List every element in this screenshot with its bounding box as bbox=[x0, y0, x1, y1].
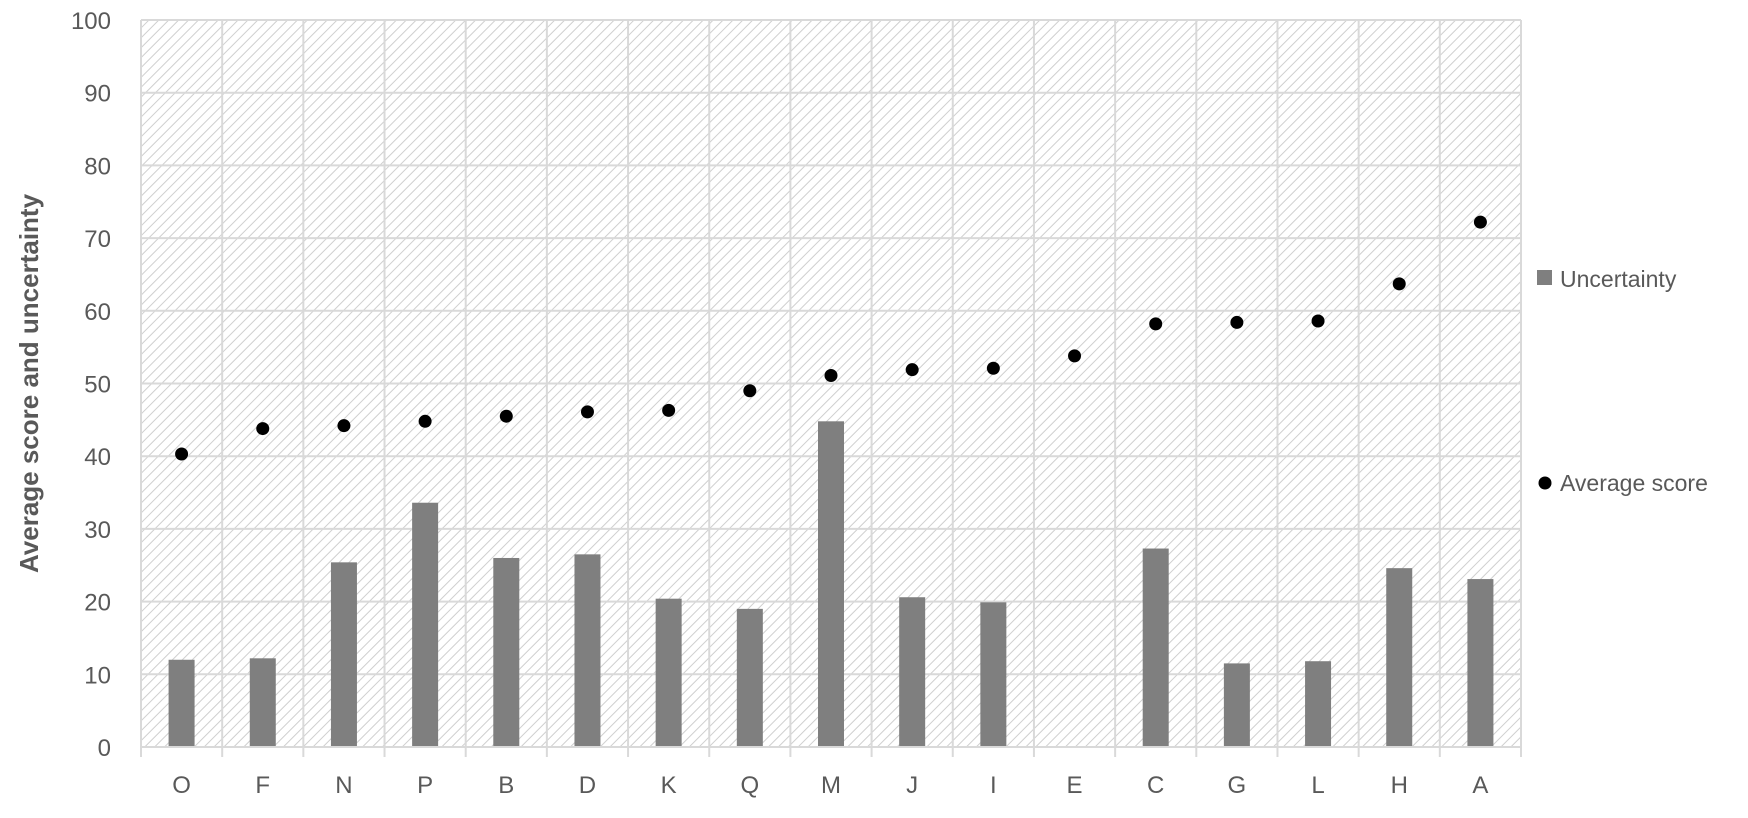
y-tick-label: 20 bbox=[84, 590, 111, 617]
bar bbox=[330, 562, 357, 747]
legend-average-swatch bbox=[1538, 476, 1552, 490]
x-tick-label: N bbox=[335, 772, 352, 799]
bar bbox=[1467, 579, 1494, 747]
y-tick-label: 80 bbox=[84, 153, 111, 180]
score-point bbox=[743, 384, 757, 398]
x-tick-label: I bbox=[990, 772, 997, 799]
x-tick-label: K bbox=[661, 772, 677, 799]
x-tick-label: G bbox=[1228, 772, 1247, 799]
bar bbox=[899, 597, 926, 747]
y-tick-label: 90 bbox=[84, 81, 111, 108]
score-point bbox=[175, 447, 189, 461]
score-point bbox=[662, 403, 676, 417]
bar bbox=[412, 502, 439, 747]
y-tick-label: 60 bbox=[84, 299, 111, 326]
x-tick-label: E bbox=[1067, 772, 1083, 799]
y-tick-label: 50 bbox=[84, 372, 111, 399]
bar bbox=[655, 598, 682, 747]
x-tick-label: B bbox=[498, 772, 514, 799]
score-point bbox=[1311, 314, 1325, 328]
legend: Uncertainty Average score bbox=[1537, 266, 1708, 496]
bar bbox=[1142, 548, 1169, 747]
x-tick-label: J bbox=[906, 772, 918, 799]
score-point bbox=[418, 414, 432, 428]
y-tick-label: 100 bbox=[71, 8, 111, 35]
y-tick-label: 70 bbox=[84, 226, 111, 253]
score-point bbox=[1473, 215, 1487, 229]
score-point bbox=[824, 369, 838, 383]
bar bbox=[736, 608, 763, 747]
score-point bbox=[256, 422, 270, 436]
score-point bbox=[1149, 317, 1163, 331]
score-point bbox=[337, 419, 351, 433]
legend-uncertainty-swatch bbox=[1537, 270, 1552, 285]
legend-average-label: Average score bbox=[1560, 470, 1708, 496]
bar bbox=[574, 554, 601, 747]
y-tick-label: 30 bbox=[84, 517, 111, 544]
x-tick-label: M bbox=[821, 772, 841, 799]
x-tick-label: O bbox=[172, 772, 191, 799]
x-tick-label: Q bbox=[740, 772, 759, 799]
bar bbox=[493, 557, 520, 747]
gridlines bbox=[140, 19, 1522, 748]
score-point bbox=[986, 361, 1000, 375]
x-tick-label: D bbox=[579, 772, 596, 799]
x-tick-label: L bbox=[1311, 772, 1324, 799]
axes: 0 10 20 30 40 50 60 70 80 90 100 O F N P B D K Q M J I E C G L H A A… bbox=[14, 8, 1522, 799]
bar bbox=[168, 659, 195, 747]
y-axis-title: Average score and uncertainty bbox=[14, 193, 44, 573]
score-point bbox=[499, 409, 513, 423]
bar bbox=[818, 421, 844, 747]
bar bbox=[1305, 661, 1332, 747]
x-tick-label: C bbox=[1147, 772, 1164, 799]
x-tick-label: P bbox=[417, 772, 433, 799]
point-series bbox=[175, 215, 1487, 461]
bar bbox=[1386, 568, 1413, 747]
y-tick-label: 10 bbox=[84, 662, 111, 689]
x-tick-label: H bbox=[1391, 772, 1408, 799]
x-tick-label: A bbox=[1472, 772, 1488, 799]
x-tick-label: F bbox=[255, 772, 270, 799]
bar bbox=[980, 602, 1007, 747]
legend-uncertainty-label: Uncertainty bbox=[1560, 266, 1677, 292]
y-tick-label: 0 bbox=[98, 735, 111, 762]
score-point bbox=[1230, 315, 1244, 329]
y-tick-label: 40 bbox=[84, 444, 111, 471]
score-point bbox=[1392, 277, 1406, 291]
bar bbox=[249, 658, 276, 747]
bar-series bbox=[168, 421, 1494, 747]
score-point bbox=[1068, 349, 1082, 363]
bar bbox=[1223, 663, 1250, 747]
score-point bbox=[905, 363, 919, 377]
score-point bbox=[580, 405, 594, 419]
